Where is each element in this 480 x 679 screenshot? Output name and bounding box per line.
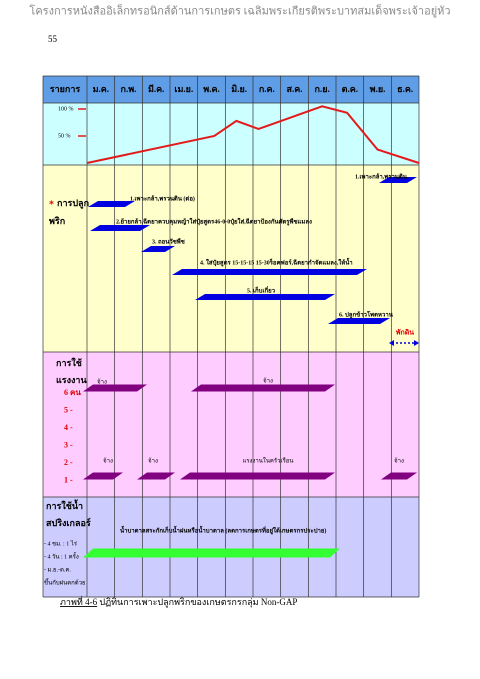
y-tick-label: 50 %: [58, 133, 71, 139]
month-label: ก.ค.: [259, 84, 275, 94]
month-label: เม.ย.: [174, 84, 193, 94]
labor-bar: [83, 472, 123, 480]
labor-label: จ้าง: [103, 457, 113, 464]
water-row: [43, 497, 419, 597]
level-label: 3 -: [64, 440, 73, 449]
level-label: 5 -: [64, 405, 73, 414]
labor-label: จ้าง: [394, 457, 404, 464]
activity-bar: [195, 294, 335, 300]
month-label: พ.ค.: [203, 84, 219, 94]
activity-bar: [379, 177, 417, 183]
header: โครงการหนังสืออิเล็กทรอนิกส์ด้านการเกษตร…: [29, 4, 450, 18]
level-label: 1 -: [64, 475, 73, 484]
labor-bar: [381, 472, 417, 480]
water-note: - ม.ย.-ต.ค.: [44, 567, 71, 573]
level-label: 4 -: [64, 423, 73, 432]
labor-label: จ้าง: [263, 377, 273, 384]
activity-label: 5. เก็บเกี่ยว: [247, 285, 276, 294]
growth-row: [43, 103, 419, 165]
row-title: การปลูก: [57, 198, 89, 209]
caption-number: ภาพที่ 4-6: [60, 595, 98, 607]
header-row: [43, 76, 419, 103]
page-number: 55: [48, 34, 58, 44]
activity-label: 1.เพาะกล้า,พรวนดิน (ต่อ): [130, 194, 195, 202]
activity-bar: [90, 225, 150, 231]
labor-label: แรงงานในครัวเรือน: [242, 456, 293, 464]
row-title: การใช้น้ำ: [46, 499, 83, 511]
water-note: - 4 ชม. : 1 ไร่: [44, 539, 78, 547]
row-marker: *: [49, 199, 54, 210]
labor-label: จ้าง: [97, 378, 107, 385]
month-label: มี.ค.: [148, 84, 165, 94]
caption-text: ปฏิทินการเพาะปลูกพริกของเกษตรกรกลุ่ม Non…: [97, 597, 297, 608]
water-note: - 4 วัน : 1 ครั้ง: [44, 550, 79, 560]
labor-label: จ้าง: [148, 457, 158, 464]
labor-bar: [83, 384, 147, 392]
activity-label: 4. ใส่ปุ๋ยสูตร 15-15-15 15-30ร็อคฟอร์,ฉี…: [200, 256, 353, 267]
y-tick-label: 100 %: [58, 106, 74, 112]
water-note: ขึ้นกับฝนตกด้วย: [44, 576, 86, 586]
water-bar: [83, 548, 340, 558]
caption: ภาพที่ 4-6 ปฏิทินการเพาะปลูกพริกของเกษตร…: [60, 595, 297, 608]
activity-label: 1.เพาะกล้า,พรวนดิน: [355, 172, 408, 180]
month-label: ก.พ.: [121, 84, 137, 94]
month-label: มิ.ย.: [231, 84, 247, 94]
arrow-head: [389, 340, 394, 346]
activity-label: 6. ปลูกข้าวโพดหวาน: [339, 310, 394, 319]
month-label: ก.ย.: [315, 84, 330, 94]
month-label: ต.ค.: [342, 84, 358, 94]
month-label: ส.ค.: [286, 84, 302, 94]
activity-label: 2.ย้ายกล้า,ฉีดยาควบคุมหญ้าใส่ปุ๋ยสูตร46-…: [116, 217, 312, 226]
activity-bar: [328, 318, 390, 324]
month-label: ธ.ค.: [397, 84, 413, 94]
row-title: แรงงาน: [56, 375, 87, 385]
activity-bar: [141, 246, 175, 252]
labor-bar: [137, 472, 175, 480]
labor-bar: [191, 384, 335, 392]
row-title: สปริงเกลอร์: [46, 517, 91, 528]
level-label: 2 -: [64, 458, 73, 467]
fallow-label: พักดิน: [396, 329, 414, 337]
activity-bar: [172, 269, 367, 275]
month-label: พ.ย.: [370, 84, 386, 94]
month-label: ม.ค.: [93, 84, 109, 94]
activity-bar: [88, 201, 135, 207]
corner-label: รายการ: [50, 84, 81, 94]
crop-name: พริก: [49, 216, 65, 226]
labor-bar: [180, 472, 335, 480]
growth-line: [86, 105, 420, 164]
arrow-head: [414, 340, 419, 346]
row-title: การใช้: [56, 357, 82, 368]
level-label: 6 คน: [64, 388, 81, 397]
water-label: น้ำบาดาลสระกักเก็บน้ำฝนหรือน้ำบาดาล (ลดก…: [120, 524, 326, 535]
activity-label: 3. ถอนวัชพืช: [152, 237, 185, 245]
